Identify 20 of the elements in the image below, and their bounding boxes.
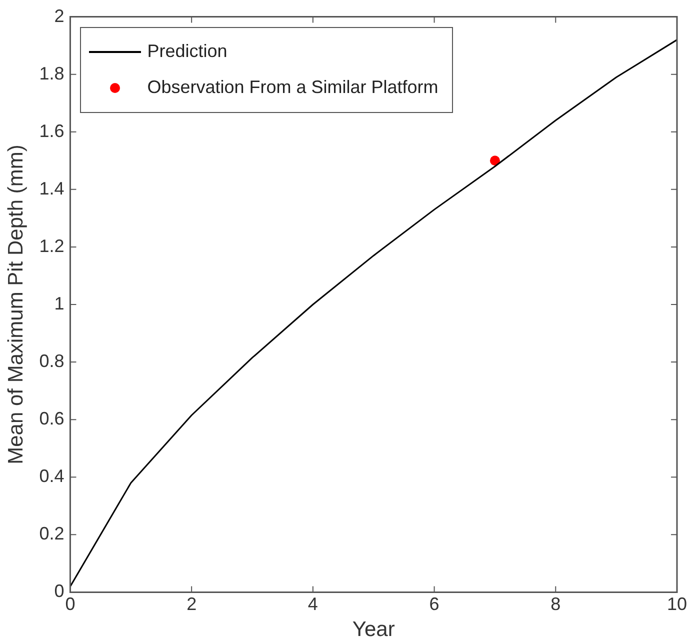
y-tick-label: 0.2 — [39, 524, 64, 544]
y-tick-label: 0.6 — [39, 408, 64, 429]
x-tick-label: 10 — [666, 594, 688, 614]
y-tick-label: 1.4 — [39, 178, 64, 198]
legend-label: Prediction — [147, 41, 228, 62]
x-tick-label: 4 — [308, 594, 318, 614]
y-tick-label: 1 — [54, 293, 64, 314]
y-tick-label: 2 — [54, 6, 64, 26]
x-tick-label: 8 — [550, 594, 561, 614]
y-tick-label: 0.8 — [39, 351, 64, 372]
y-tick-label: 1.2 — [39, 236, 64, 256]
y-tick-label: 1.8 — [39, 63, 64, 84]
y-axis-title: Mean of Maximum Pit Depth (mm) — [4, 144, 28, 464]
y-tick-label: 0 — [54, 581, 64, 602]
x-tick-label: 6 — [429, 594, 440, 614]
x-axis-title: Year — [352, 618, 395, 642]
legend-label: Observation From a Similar Platform — [147, 77, 438, 98]
y-tick-label: 1.6 — [39, 120, 64, 141]
y-tick-label: 0.4 — [39, 466, 64, 486]
x-tick-label: 2 — [186, 594, 197, 614]
